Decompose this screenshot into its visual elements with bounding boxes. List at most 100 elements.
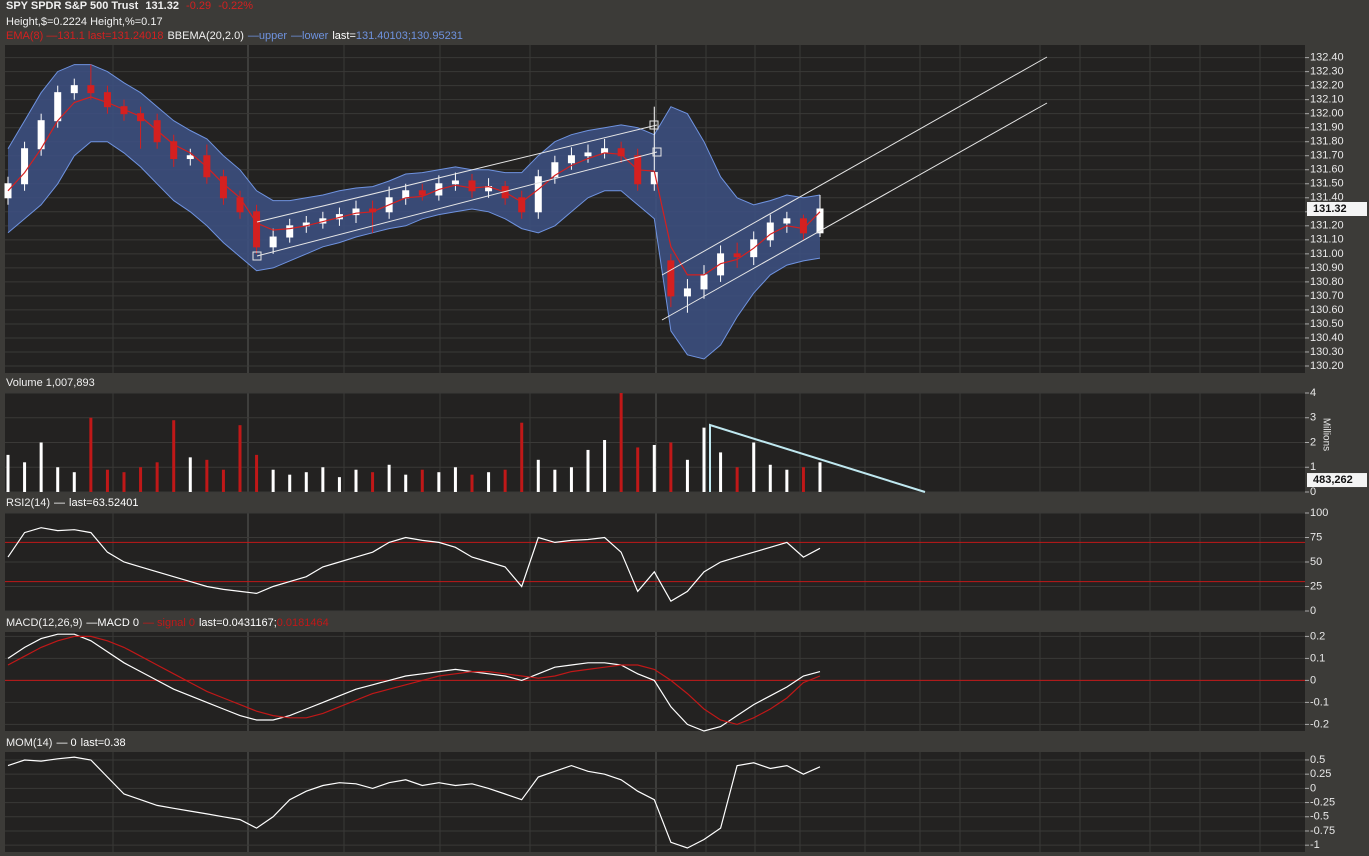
- y-tick-label: 131.90: [1310, 122, 1344, 134]
- candle-body: [468, 180, 476, 192]
- volume-bar: [255, 454, 259, 492]
- last-value-label: 483,262: [1313, 474, 1353, 486]
- candle-body: [567, 155, 575, 164]
- volume-bar: [337, 477, 341, 492]
- volume-bar: [89, 417, 93, 492]
- volume-bar: [188, 457, 192, 492]
- y-tick-label: -0.25: [1310, 796, 1335, 808]
- y-tick-label: 131.20: [1310, 220, 1344, 232]
- y-tick-label: 130.70: [1310, 290, 1344, 302]
- y-tick-label: 131.40: [1310, 192, 1344, 204]
- y-tick-label: 132.00: [1310, 108, 1344, 120]
- volume-bar: [536, 459, 540, 492]
- volume-bar: [818, 462, 822, 492]
- candle-body: [253, 211, 261, 248]
- candle-body: [54, 92, 62, 122]
- panel-title: RSI2(14): [6, 497, 51, 509]
- volume-bar: [72, 472, 76, 492]
- panel-legend: RSI2(14) — last=63.52401: [6, 497, 138, 510]
- y-tick-label: 130.60: [1310, 304, 1344, 316]
- y-tick-label: 1: [1310, 461, 1316, 473]
- volume-bar: [23, 462, 27, 492]
- y-tick-label: 2: [1310, 436, 1316, 448]
- volume-bar: [271, 469, 275, 492]
- candle-body: [186, 155, 194, 160]
- candle-body: [170, 141, 178, 160]
- y-tick-label: 0: [1310, 674, 1316, 686]
- y-tick-label: 132.40: [1310, 52, 1344, 64]
- volume-bar: [735, 467, 739, 492]
- candle-body: [700, 274, 708, 290]
- panel-legend: MOM(14) — 0 last=0.38: [6, 737, 126, 750]
- last-value-text: 0.0181464: [276, 617, 329, 629]
- symbol-header: SPY SPDR S&P 500 Trust 131.32 -0.29 -0.2…: [6, 0, 257, 13]
- y-tick-label: 0.25: [1310, 768, 1331, 780]
- y-tick-label: 131.50: [1310, 178, 1344, 190]
- y-tick-label: 0: [1310, 605, 1316, 617]
- y-tick-label: 131.10: [1310, 234, 1344, 246]
- candle-body: [418, 190, 426, 196]
- y-tick-label: 130.50: [1310, 318, 1344, 330]
- volume-bar: [139, 467, 143, 492]
- candle-body: [733, 253, 741, 258]
- y-tick-label: -0.2: [1310, 718, 1329, 730]
- candle-body: [219, 176, 227, 199]
- y-tick-label: -1: [1310, 839, 1320, 851]
- volume-bar: [603, 440, 607, 492]
- y-tick-label: 0.1: [1310, 652, 1325, 664]
- candle-body: [402, 190, 410, 199]
- volume-bar: [122, 472, 126, 492]
- y-tick-label: -0.75: [1310, 825, 1335, 837]
- volume-bar: [304, 472, 308, 492]
- panel-title: Volume 1,007,893: [6, 377, 95, 389]
- legend-entry: —lower: [291, 30, 329, 42]
- y-tick-label: 130.90: [1310, 262, 1344, 274]
- candle-body: [534, 176, 542, 213]
- volume-bar: [321, 467, 325, 492]
- y-tick-label: 131.00: [1310, 248, 1344, 260]
- last-value-text: last=: [332, 30, 356, 42]
- candle-body: [286, 225, 294, 238]
- legend-entry: —MACD 0: [86, 617, 139, 629]
- y-tick-label: 0.5: [1310, 754, 1325, 766]
- volume-bar: [652, 444, 656, 492]
- volume-bar: [719, 452, 723, 492]
- volume-bar: [768, 464, 772, 492]
- y-tick-label: 100: [1310, 507, 1328, 519]
- y-tick-label: 0.2: [1310, 630, 1325, 642]
- volume-bar: [503, 469, 507, 492]
- change-pct: -0.22%: [218, 0, 254, 12]
- candle-body: [766, 222, 774, 241]
- y-tick-label: 131.70: [1310, 150, 1344, 162]
- panel-title: MACD(12,26,9): [6, 617, 83, 629]
- symbol: SPY SPDR S&P 500 Trust: [6, 0, 139, 12]
- y-tick-label: 132.30: [1310, 66, 1344, 78]
- volume-bar: [801, 467, 805, 492]
- volume-bar: [453, 467, 457, 492]
- volume-bar: [636, 447, 640, 492]
- y-tick-label: 50: [1310, 556, 1322, 568]
- volume-bar: [56, 467, 60, 492]
- y-tick-label: 130.40: [1310, 332, 1344, 344]
- volume-bar: [669, 442, 673, 492]
- y-tick-label: -0.1: [1310, 696, 1329, 708]
- volume-bar: [752, 442, 756, 492]
- volume-bar: [437, 472, 441, 492]
- volume-bar: [105, 469, 109, 492]
- y-tick-label: 0: [1310, 486, 1316, 498]
- volume-bar: [470, 474, 474, 492]
- volume-bar: [586, 449, 590, 492]
- y-tick-label: 0: [1310, 782, 1316, 794]
- volume-bar: [288, 474, 292, 492]
- y-tick-label: 132.20: [1310, 80, 1344, 92]
- y-axis-label: Millions: [1320, 418, 1331, 451]
- y-tick-label: 130.20: [1310, 360, 1344, 372]
- volume-bar: [619, 393, 623, 492]
- panel-legend: EMA(8) —131.1 last=131.24018 BBEMA(20,2.0…: [6, 30, 463, 43]
- volume-bar: [371, 472, 375, 492]
- change: -0.29: [186, 0, 212, 12]
- candle-body: [667, 260, 675, 297]
- volume-bar: [520, 422, 524, 492]
- candle-body: [269, 236, 277, 248]
